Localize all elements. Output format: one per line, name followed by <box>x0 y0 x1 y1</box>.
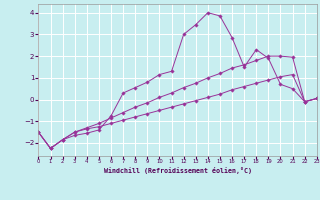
X-axis label: Windchill (Refroidissement éolien,°C): Windchill (Refroidissement éolien,°C) <box>104 167 252 174</box>
